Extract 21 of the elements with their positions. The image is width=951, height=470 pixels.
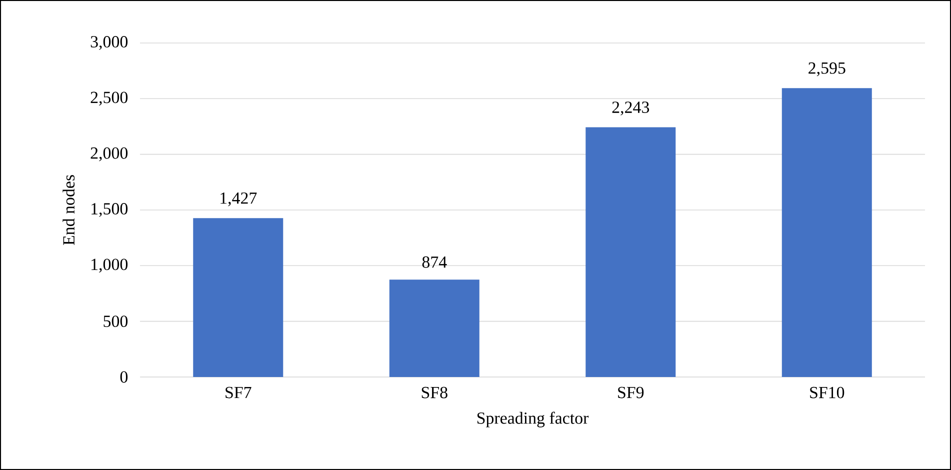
x-axis-title: Spreading factor: [477, 412, 589, 428]
x-tick-label: SF8: [422, 386, 448, 398]
y-tick-label: 0: [120, 371, 128, 383]
x-tick-label: SF9: [618, 386, 644, 398]
y-tick-label: 500: [104, 316, 128, 328]
y-tick-label: 1,500: [92, 203, 128, 217]
y-tick-label: 2,500: [90, 92, 128, 106]
data-label: 2,243: [612, 102, 650, 116]
bar: [782, 88, 872, 377]
x-tick-label: SF10: [810, 386, 844, 398]
y-tick-label: 3,000: [90, 36, 128, 50]
x-tick-label: SF7: [226, 386, 252, 398]
y-tick-label: 1,000: [92, 258, 128, 273]
bar: [389, 280, 480, 377]
bar: [586, 127, 676, 377]
data-label: 1,427: [220, 192, 257, 206]
data-label: 874: [422, 256, 447, 268]
data-label: 2,595: [808, 62, 846, 76]
bar: [193, 218, 284, 377]
y-axis-title: End nodes: [62, 175, 75, 246]
y-tick-label: 2,000: [90, 147, 128, 162]
